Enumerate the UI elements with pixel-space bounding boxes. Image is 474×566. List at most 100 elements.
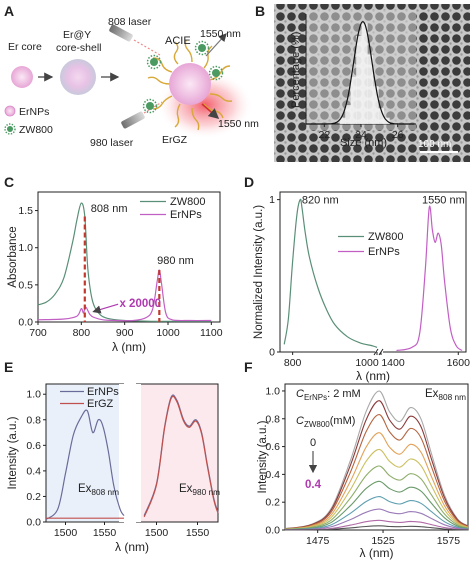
panel-d-peak-1550: 1550 nm — [422, 195, 465, 207]
er-core-particle — [11, 66, 33, 88]
panel-d-break-mark — [373, 348, 379, 356]
label-980-laser: 980 laser — [90, 137, 134, 149]
panel-c-frame — [37, 191, 221, 323]
legend-ernps-icon — [4, 105, 16, 117]
panel-c-legend-ernps: ErNPs — [170, 209, 202, 221]
panel-f-start-value: 0 — [310, 437, 316, 449]
panel-f-series-3 — [284, 432, 469, 530]
panel-f-ylabel: Intensity (a.u.) — [257, 420, 269, 493]
panel-a-schematic: Er core Er@Y core-shell 808 laser 980 la… — [4, 16, 259, 149]
panel-c-absorbance-chart: 700 800 900 1000 1100 0.0 0.5 1.0 1.5 Absorbance λ… — [7, 191, 223, 354]
panel-e-xtick-label: 1500 — [145, 527, 169, 539]
panel-e-xtick-label: 1500 — [54, 527, 78, 539]
panel-f-series-7 — [284, 496, 469, 531]
panel-d-break-gap — [375, 348, 383, 356]
panel-c-ytick-label: 1.0 — [18, 242, 33, 254]
panel-label-c: C — [4, 174, 14, 190]
hist-bar — [339, 117, 346, 124]
panel-d-frame — [279, 191, 467, 353]
panel-f-series-0 — [284, 390, 469, 530]
label-core-shell-2: core-shell — [56, 42, 102, 54]
zw800-molecules — [142, 40, 224, 114]
legend-zw800-icon — [7, 126, 13, 132]
panel-e-right-bg — [136, 384, 218, 522]
panel-f-series-9 — [284, 519, 469, 531]
panel-e-legend-ergz: ErGZ — [87, 398, 114, 410]
panel-f-ytick-label: 0.2 — [265, 497, 280, 509]
panel-c-series-zw800 — [37, 202, 212, 322]
panel-d-legend-zw800: ZW800 — [368, 231, 403, 243]
panel-f-ytick-label: 0.6 — [265, 441, 280, 453]
label-er-core: Er core — [8, 41, 42, 53]
panel-e-xlabel: λ (nm) — [115, 540, 149, 554]
label-ergz: ErGZ — [162, 134, 188, 146]
panel-c-ytick-label: 0.5 — [18, 279, 33, 291]
panel-e-legend-ernps: ErNPs — [87, 386, 119, 398]
panel-e-excitation-0: Ex808 nm — [78, 483, 119, 497]
panel-e-ytick-label: 0.6 — [26, 440, 41, 452]
panel-d-emission-chart: 800 1000 1400 1600 0 1 Normalized Intensity (a… — [253, 191, 470, 383]
panel-f-series-6 — [284, 480, 469, 531]
panel-c-xtick-label: 1100 — [200, 327, 223, 339]
panel-f-series-10 — [284, 525, 469, 531]
panel-c-annotation: x 20000 — [119, 298, 161, 310]
panel-f-xtick-label: 1575 — [437, 535, 461, 547]
tem-xlabel: Size (nm) — [340, 137, 387, 149]
hist-bar — [361, 23, 368, 124]
panel-c-annotation-arrow — [92, 303, 119, 314]
panel-e-ytick-label: 0.0 — [26, 517, 41, 529]
panel-d-xtick-label: 1400 — [381, 357, 405, 369]
panel-e-series-ernps — [45, 409, 125, 520]
panel-d-series-ernps — [396, 205, 463, 352]
panel-f-ytick-label: 0.0 — [265, 525, 280, 537]
panel-d-xtick-label: 800 — [284, 357, 302, 369]
core-shell-particle — [60, 59, 96, 95]
panel-c-ylabel: Absorbance — [7, 226, 19, 287]
panel-e-intensity-chart: 0.0 0.2 0.4 0.6 0.8 1.0 Intensity (a.u.) λ (nm)… — [7, 383, 220, 554]
panel-e-ytick-label: 1.0 — [26, 389, 41, 401]
panel-f-ytick-label: 0.4 — [265, 469, 280, 481]
panel-d-series-zw800 — [283, 198, 378, 348]
panel-e-ylabel: Intensity (a.u.) — [7, 416, 19, 489]
panel-f-series-1 — [284, 400, 469, 530]
hist-bar — [345, 105, 352, 124]
panel-d-xlabel: λ (nm) — [356, 369, 390, 383]
panel-c-legend-zw800: ZW800 — [170, 196, 205, 208]
panel-f-xtick-label: 1525 — [371, 535, 395, 547]
emission-arrow-bottom — [201, 103, 220, 119]
label-acie: ACIE — [165, 35, 191, 47]
laser-808-icon — [109, 24, 161, 56]
hist-bar — [356, 36, 363, 124]
panel-d-ytick-label: 0 — [269, 347, 275, 359]
panel-e-gap — [124, 383, 136, 523]
panel-c-xlabel: λ (nm) — [112, 340, 146, 354]
panel-c-xtick-label: 700 — [29, 327, 47, 339]
hist-bar — [350, 76, 357, 124]
panel-e-xtick-label: 1550 — [93, 527, 117, 539]
panel-f-xtick-label: 1475 — [306, 535, 330, 547]
panel-c-xtick-label: 1000 — [156, 327, 180, 339]
panel-c-xtick-label: 900 — [116, 327, 134, 339]
hist-xtick-label: 24 — [355, 129, 367, 141]
label-808-laser: 808 laser — [108, 16, 152, 28]
label-core-shell-1: Er@Y — [63, 29, 91, 41]
panel-d-ytick-label: 1 — [269, 194, 275, 206]
panel-f-conc-ernps: CErNPs: 2 mM — [296, 388, 361, 402]
panel-f-series-2 — [284, 414, 469, 530]
panel-c-xtick-label: 800 — [73, 327, 91, 339]
panel-c-peak-808: 808 nm — [91, 203, 128, 215]
label-1550-bottom: 1550 nm — [218, 118, 259, 130]
panel-label-f: F — [244, 359, 253, 375]
tem-ylabel: Percentage (%) — [290, 32, 302, 108]
panel-label-e: E — [4, 359, 13, 375]
panel-d-legend-ernps: ErNPs — [368, 246, 400, 258]
panel-e-ytick-label: 0.2 — [26, 491, 41, 503]
panel-label-b: B — [255, 3, 265, 19]
panel-d-peak-820: 820 nm — [302, 195, 339, 207]
panel-f-conc-zw800: CZW800(mM) — [296, 415, 355, 429]
panel-f-xlabel: λ (nm) — [360, 546, 394, 560]
hist-xtick-label: 26 — [392, 129, 404, 141]
panel-f-ytick-label: 1.0 — [265, 385, 280, 397]
panel-f-end-value: 0.4 — [305, 479, 322, 491]
